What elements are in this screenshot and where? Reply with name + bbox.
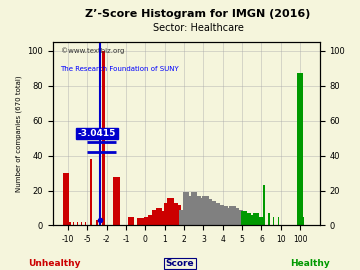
Bar [241,211,247,225]
Bar [194,196,201,225]
Text: Healthy: Healthy [290,259,329,268]
Bar [278,217,279,225]
Text: Unhealthy: Unhealthy [28,259,80,268]
Bar [73,222,75,225]
Bar [138,218,144,225]
Bar [245,213,251,225]
Bar [273,217,274,225]
Bar [152,210,158,225]
Bar [206,199,212,225]
Bar [81,222,82,225]
Bar [191,192,197,225]
Bar [69,222,71,225]
Bar [128,217,134,225]
Bar [202,196,208,225]
Bar [225,208,232,225]
Bar [233,208,239,225]
Text: Sector: Healthcare: Sector: Healthcare [153,23,243,33]
Bar [167,198,174,225]
Text: -3.0415: -3.0415 [78,129,116,138]
Bar [156,208,162,225]
Bar [96,220,98,225]
Bar [198,198,204,225]
Bar [171,203,177,225]
Text: Z’-Score Histogram for IMGN (2016): Z’-Score Histogram for IMGN (2016) [85,9,311,19]
Bar [183,192,189,225]
Bar [187,196,193,225]
Bar [77,222,78,225]
Text: The Research Foundation of SUNY: The Research Foundation of SUNY [60,66,179,72]
Bar [214,203,220,225]
Bar [249,215,255,225]
Bar [297,217,303,225]
Bar [160,211,166,225]
Bar [268,213,270,225]
Bar [163,203,170,225]
Bar [63,173,69,225]
Bar [103,51,104,225]
Bar [148,215,154,225]
Bar [175,204,181,225]
Bar [237,210,243,225]
Bar [144,217,150,225]
Y-axis label: Number of companies (670 total): Number of companies (670 total) [15,75,22,192]
Bar [229,206,235,225]
Bar [222,206,228,225]
Bar [218,204,224,225]
Bar [85,222,86,225]
Bar [297,73,303,225]
Bar [253,213,259,225]
Bar [113,177,120,225]
Text: ©www.textbiz.org: ©www.textbiz.org [60,48,124,54]
Bar [256,217,263,225]
Text: Score: Score [166,259,194,268]
Bar [179,210,185,225]
Bar [210,201,216,225]
Bar [90,159,92,225]
Bar [263,185,265,225]
